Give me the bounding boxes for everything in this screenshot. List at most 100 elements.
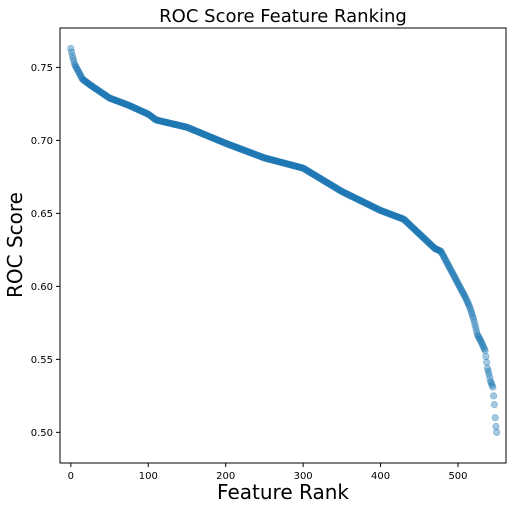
data-point [448,269,457,277]
data-point [73,65,81,73]
x-axis-ticks: 0 100 200 300 400 500 [68,463,468,482]
data-point [407,222,415,230]
data-point [360,198,368,207]
data-point [115,97,123,106]
data-point [473,330,481,339]
data-point [476,336,485,344]
data-point [92,85,100,93]
data-point [99,90,107,98]
data-point [355,196,363,204]
data-point [365,201,373,209]
data-point [436,247,444,255]
data-point [167,120,176,128]
y-tick-label: 0.65 [31,209,53,220]
data-point [384,209,392,217]
data-point [381,208,389,216]
data-point [311,172,320,180]
data-point [153,116,162,124]
data-point [455,281,463,289]
data-point [295,163,303,171]
data-point [209,134,217,142]
data-point [120,100,128,108]
data-point [472,327,481,335]
data-point [153,116,161,124]
data-point [98,89,106,97]
data-point [280,159,288,167]
data-point [418,233,426,241]
data-point [339,188,347,196]
data-point [151,115,159,123]
data-point [245,148,253,156]
data-point [284,160,293,168]
data-point [206,133,214,141]
data-point [205,132,214,141]
data-point [191,126,199,135]
data-point [249,150,258,158]
data-point [105,94,114,102]
data-point [345,191,353,199]
data-point [291,162,299,170]
data-point [235,144,243,152]
data-point [109,95,117,103]
data-point [112,96,120,105]
data-point [174,121,183,129]
data-point [311,171,319,179]
data-point [337,187,345,195]
data-point [390,211,398,220]
data-point [126,102,134,110]
data-point [201,131,209,139]
data-point [162,118,170,126]
data-point [193,127,201,136]
data-point [246,149,255,157]
data-point [128,103,136,111]
data-point [155,117,163,125]
data-point [117,98,125,107]
data-point [225,141,234,149]
data-point [300,165,308,173]
data-point [268,156,276,164]
data-point [368,202,376,210]
data-point [171,120,179,129]
data-point [335,186,343,194]
data-point [376,206,384,214]
data-point [97,88,105,96]
data-point [205,132,213,140]
y-tick-label: 0.70 [31,136,53,147]
data-point [430,244,438,252]
data-point [420,234,428,242]
data-point [345,191,354,199]
data-point [407,222,416,231]
data-point [147,112,155,121]
data-point [70,57,78,66]
data-point [294,163,302,171]
data-point [69,55,77,63]
data-point [186,124,194,133]
data-point [108,95,116,103]
data-point [256,152,265,161]
data-point [460,291,468,299]
data-point [387,210,395,218]
data-point [454,279,462,288]
data-point [424,238,432,246]
data-point [241,147,249,155]
data-point [85,80,94,88]
data-point [458,287,466,295]
data-point [258,153,266,161]
data-point [411,226,420,234]
data-point [319,176,327,184]
data-point [340,189,348,197]
data-point [116,98,124,106]
data-point [119,99,127,107]
data-point [431,244,439,253]
data-point [348,192,356,201]
data-point [215,137,224,145]
data-point [277,158,285,166]
data-point [439,252,447,260]
data-point [408,223,416,231]
data-point [284,160,292,168]
data-point [279,159,287,167]
data-point [105,93,113,102]
data-point [132,104,140,113]
data-point [234,144,242,152]
data-point [315,174,323,182]
